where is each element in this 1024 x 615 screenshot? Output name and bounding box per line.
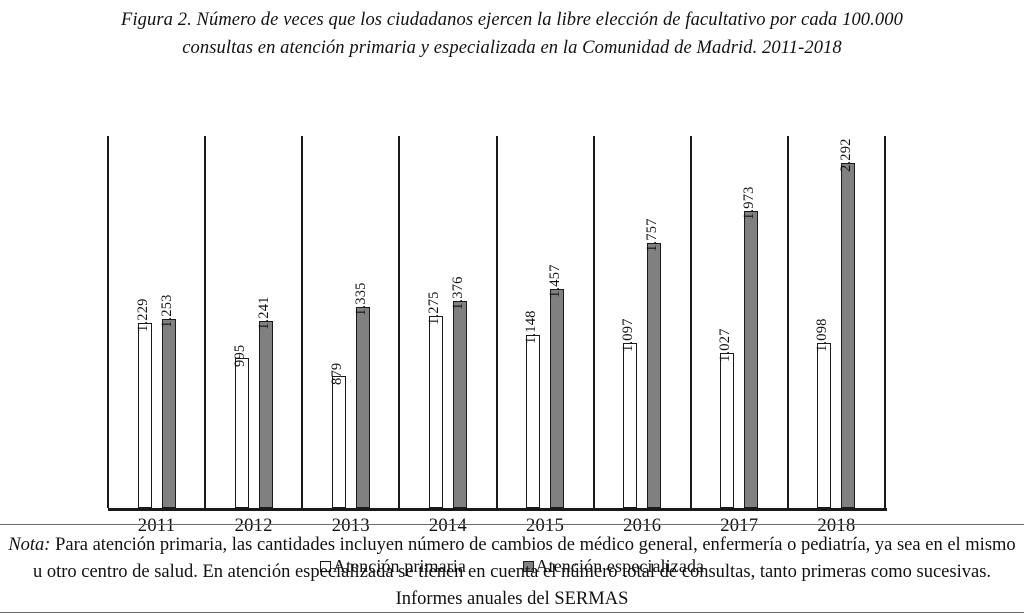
x-tick-label-2013: 2013	[331, 516, 370, 536]
bar-2014-primaria	[429, 316, 443, 508]
divider-above-note	[0, 524, 1024, 525]
category-separator	[689, 136, 692, 508]
x-tick-label-2015: 2015	[525, 516, 565, 536]
x-tick-label-2018: 2018	[817, 516, 856, 536]
figure-note: Nota: Para atención primaria, las cantid…	[8, 532, 1016, 613]
legend-label-especializada: Atención especializada	[535, 556, 705, 576]
category-separator	[107, 136, 109, 508]
note-line-2: o pediatría, ya sea en el mismo u otro c…	[32, 535, 1016, 582]
note-line-3: número total de consultas, tanto primera…	[395, 562, 992, 609]
x-tick-label-2016: 2016	[623, 516, 662, 536]
bar-2011-primaria	[138, 323, 152, 508]
bar-value-label: 879	[329, 362, 345, 385]
bar-value-label: 1.098	[814, 318, 830, 352]
bar-2014-especializada	[453, 301, 467, 508]
category-separator	[592, 136, 595, 508]
bar-value-label: 1.097	[620, 318, 636, 352]
figure-caption: Figura 2. Número de veces que los ciudad…	[0, 6, 1024, 62]
bar-value-label: 1.027	[717, 328, 733, 362]
bar-2012-especializada	[259, 321, 273, 508]
legend-swatch-icon-primaria	[319, 561, 331, 572]
divider-below-note	[0, 612, 1024, 613]
x-tick-label-2012: 2012	[234, 516, 273, 536]
x-tick-label-2014: 2014	[428, 516, 468, 536]
bar-2018-especializada	[841, 163, 855, 508]
bar-value-label: 1.757	[644, 218, 660, 252]
bar-value-label: 1.148	[523, 310, 539, 344]
bar-value-label: 995	[232, 344, 248, 367]
category-separator	[301, 136, 304, 508]
note-line-1: Para atención primaria, las cantidades i…	[50, 535, 783, 555]
bar-2013-especializada	[356, 307, 370, 508]
x-tick-label-2011: 2011	[137, 516, 176, 536]
note-label: Nota:	[8, 535, 51, 555]
bar-2017-primaria	[720, 353, 734, 508]
bar-2015-primaria	[526, 335, 540, 508]
legend-item-primaria: Atención primaria	[319, 556, 467, 577]
caption-line-2: consultas en atención primaria y especia…	[182, 38, 842, 58]
bar-2015-especializada	[550, 289, 564, 508]
bar-2016-especializada	[647, 243, 661, 508]
bar-2012-primaria	[235, 358, 249, 508]
bar-value-label: 1.973	[741, 186, 757, 220]
category-separator	[884, 136, 886, 508]
bar-value-label: 1.229	[135, 298, 151, 332]
x-axis-line	[108, 508, 887, 511]
bar-value-label: 2.292	[838, 138, 854, 172]
bar-value-label: 1.241	[256, 296, 272, 330]
x-tick-label-2017: 2017	[720, 516, 759, 536]
category-separator	[495, 136, 498, 508]
bar-2011-especializada	[162, 319, 176, 508]
bar-chart: 1.229 1.253 995 1.241 879 1.335 1.275 1.376 1.14…	[0, 64, 1024, 576]
bar-2017-especializada	[744, 211, 758, 508]
bar-value-label: 1.457	[547, 264, 563, 298]
category-separator	[204, 136, 207, 508]
bar-2018-primaria	[817, 343, 831, 508]
bar-value-label: 1.335	[353, 282, 369, 316]
bar-value-label: 1.253	[159, 294, 175, 328]
category-separator	[398, 136, 401, 508]
bar-value-label: 1.376	[450, 276, 466, 310]
chart-legend: Atención primaria Atención especializada	[0, 556, 1024, 577]
caption-line-1: Figura 2. Número de veces que los ciudad…	[121, 10, 903, 30]
legend-label-primaria: Atención primaria	[332, 556, 467, 576]
category-separator	[786, 136, 789, 508]
bar-2016-primaria	[623, 343, 637, 508]
bar-value-label: 1.275	[426, 291, 442, 325]
bar-2013-primaria	[332, 376, 346, 508]
legend-item-especializada: Atención especializada	[522, 556, 705, 577]
legend-swatch-icon-especializada	[522, 561, 534, 572]
